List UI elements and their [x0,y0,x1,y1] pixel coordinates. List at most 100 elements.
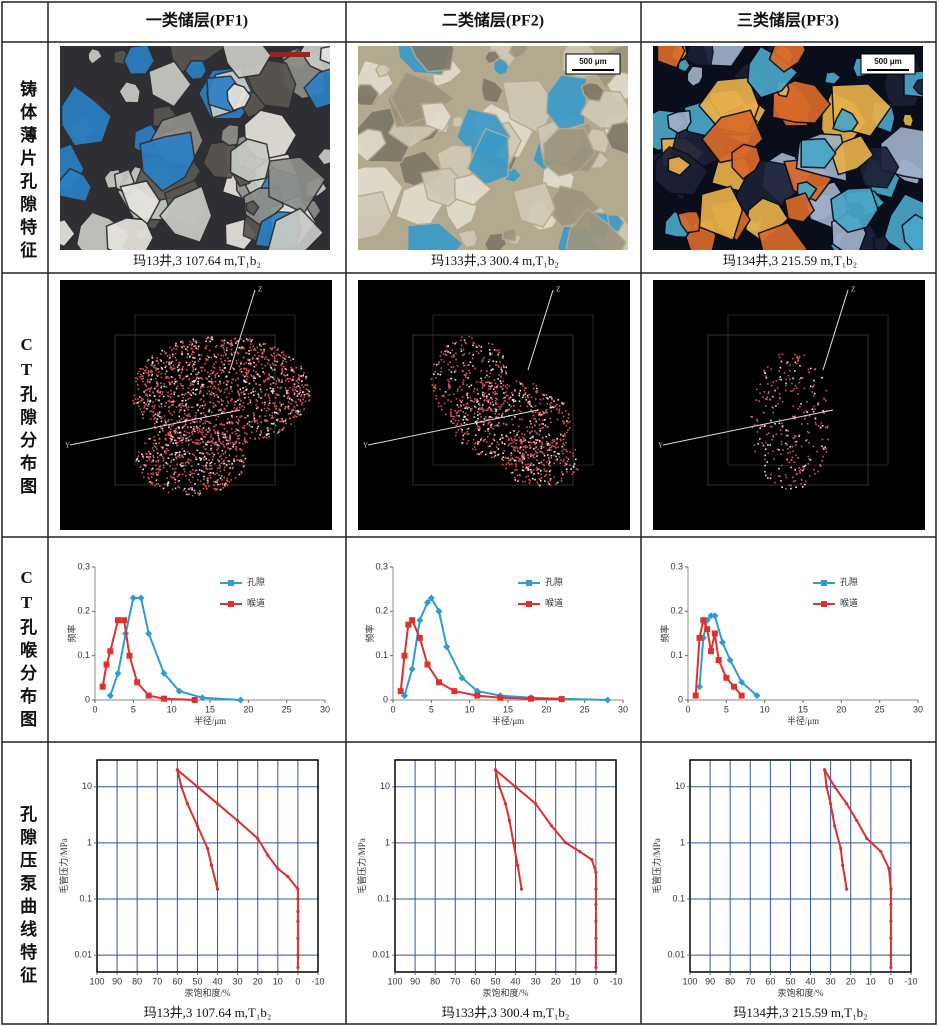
pore-voxel [466,428,468,430]
pore-voxel [172,443,174,445]
pore-voxel [567,461,569,463]
pore-voxel [299,387,301,389]
pore-voxel [201,429,203,431]
pore-voxel [158,392,160,394]
chart-caption: 玛133井,3 300.4 m,T₁b₂ [442,1005,570,1020]
pore-voxel [233,444,235,446]
pore-voxel [494,379,496,381]
pore-voxel [149,391,151,393]
pore-voxel [535,405,537,407]
pore-voxel [780,453,782,455]
pore-voxel [433,390,435,392]
y-tick-label: 0.1 [375,650,388,660]
pore-voxel [221,475,223,477]
pore-voxel [191,473,193,475]
pore-voxel [161,406,163,408]
pore-voxel [187,392,189,394]
pore-voxel [264,395,266,397]
pore-voxel [195,415,197,417]
pore-voxel [798,435,800,437]
pore-voxel [543,453,545,455]
pore-voxel [438,361,440,363]
pore-voxel [169,400,171,402]
pore-voxel [519,393,521,395]
pore-voxel [196,439,198,441]
pore-voxel [457,365,459,367]
pore-voxel [229,360,231,362]
pore-voxel [181,385,183,387]
pore-voxel [460,410,462,412]
pore-voxel [798,467,800,469]
pore-voxel [264,358,266,360]
y-tick-label: 0 [678,694,683,704]
pore-voxel [141,453,143,455]
pore-voxel [759,384,761,386]
pore-voxel [527,475,529,477]
pore-voxel [185,491,187,493]
pore-voxel [555,456,557,458]
pore-voxel [498,349,500,351]
pore-voxel [285,368,287,370]
pore-voxel [147,396,149,398]
x-tick-label: 80 [725,976,735,986]
pore-voxel [152,415,154,417]
pore-voxel [147,405,149,407]
pore-voxel [192,361,194,363]
pore-voxel [557,453,559,455]
pore-voxel [218,375,220,377]
pore-voxel [438,402,440,404]
pore-voxel [785,430,787,432]
pore-voxel [569,464,571,466]
pore-voxel [508,409,510,411]
pore-voxel [155,446,157,448]
pore-voxel [186,407,188,409]
pore-voxel [182,385,184,387]
pore-voxel [188,413,190,415]
pore-voxel [187,356,189,358]
pore-voxel [245,368,247,370]
pore-voxel [179,362,181,364]
pore-voxel [825,400,827,402]
pore-voxel [258,394,260,396]
pore-voxel [254,366,256,368]
pore-voxel [198,493,200,495]
pore-voxel [275,408,277,410]
pore-voxel [224,486,226,488]
pore-voxel [270,376,272,378]
pore-voxel [244,432,246,434]
pore-voxel [189,397,191,399]
pore-voxel [527,454,529,456]
pore-voxel [475,442,477,444]
pore-voxel [482,385,484,387]
legend-label: 孔隙 [840,576,858,587]
pore-voxel [455,379,457,381]
pore-voxel [503,450,505,452]
pore-voxel [823,398,825,400]
pore-voxel [170,434,172,436]
pore-voxel [224,428,226,430]
pore-voxel [243,465,245,467]
pore-voxel [155,461,157,463]
pore-voxel [306,388,308,390]
pore-voxel [308,400,310,402]
pore-voxel [521,433,523,435]
pore-voxel [288,406,290,408]
pore-voxel [200,459,202,461]
pore-voxel [491,456,493,458]
pore-voxel [784,372,786,374]
pore-voxel [189,362,191,364]
pore-voxel [550,405,552,407]
pore-voxel [267,363,269,365]
pore-voxel [283,354,285,356]
pore-voxel [779,423,781,425]
pore-voxel [149,381,151,383]
pore-voxel [162,391,164,393]
pore-voxel [171,393,173,395]
pore-voxel [794,441,796,443]
pore-voxel [534,430,536,432]
pore-voxel [274,369,276,371]
pore-voxel [475,434,477,436]
pore-voxel [240,459,242,461]
pore-voxel [240,362,242,364]
pore-voxel [178,364,180,366]
